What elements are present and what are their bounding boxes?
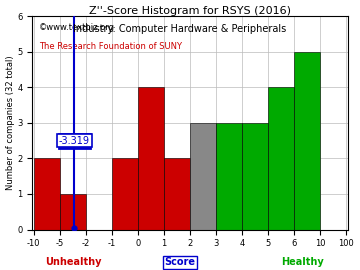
Text: Industry: Computer Hardware & Peripherals: Industry: Computer Hardware & Peripheral… — [73, 24, 287, 34]
Text: -3.319: -3.319 — [59, 136, 90, 146]
Bar — [138, 87, 164, 230]
Bar — [60, 194, 86, 230]
Bar — [190, 123, 216, 230]
Text: Unhealthy: Unhealthy — [45, 257, 102, 267]
Bar — [112, 158, 138, 230]
Bar — [216, 123, 242, 230]
Bar — [34, 158, 60, 230]
Y-axis label: Number of companies (32 total): Number of companies (32 total) — [5, 56, 14, 190]
Bar — [268, 87, 294, 230]
Bar — [242, 123, 268, 230]
Title: Z''-Score Histogram for RSYS (2016): Z''-Score Histogram for RSYS (2016) — [89, 6, 291, 16]
Text: The Research Foundation of SUNY: The Research Foundation of SUNY — [39, 42, 182, 51]
Text: Score: Score — [165, 257, 195, 267]
Bar — [164, 158, 190, 230]
Text: Healthy: Healthy — [281, 257, 324, 267]
Text: ©www.textbiz.org: ©www.textbiz.org — [39, 23, 115, 32]
Bar — [294, 52, 320, 229]
